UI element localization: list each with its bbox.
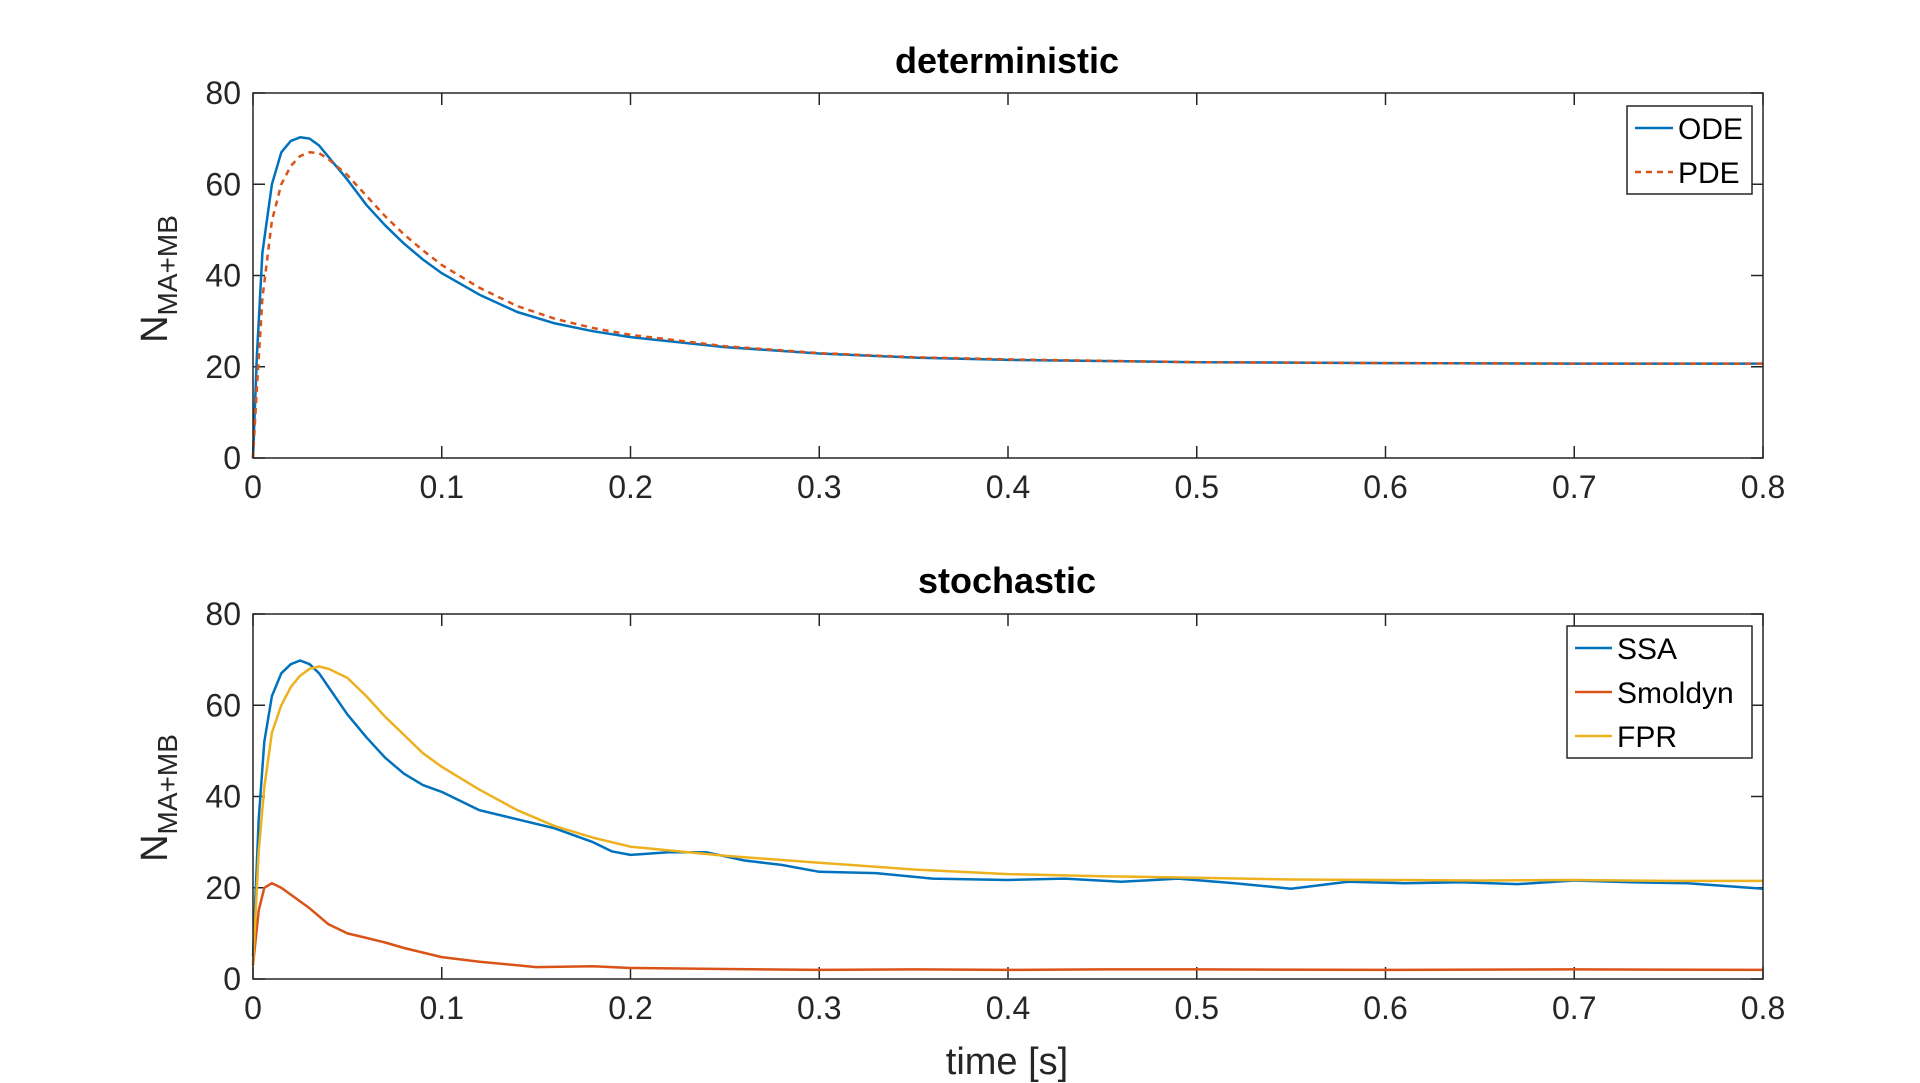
x-tick-label: 0 xyxy=(244,990,262,1026)
y-tick-label: 60 xyxy=(205,687,241,723)
y-axis-label-main: N xyxy=(134,315,176,342)
legend: SSA Smoldyn FPR xyxy=(1566,625,1753,759)
y-tick-label: 0 xyxy=(223,961,241,997)
x-tick-label: 0.5 xyxy=(1175,469,1219,505)
ticks-layer: 0 0.1 0.2 0.3 0.4 0.5 0.6 0.7 0.8 0 20 40 60 80 xyxy=(205,596,1785,1026)
y-tick-label: 40 xyxy=(205,258,241,294)
stochastic-panel: stochastic NMA+MB time [s] 0 0.1 0.2 0.3 0.4… xyxy=(134,560,1785,1083)
x-tick-label: 0.3 xyxy=(797,990,841,1026)
y-axis-label-main: N xyxy=(134,834,176,861)
y-tick-label: 20 xyxy=(205,349,241,385)
axes-box xyxy=(252,92,1764,459)
x-tick-label: 0.3 xyxy=(797,469,841,505)
y-axis-label: NMA+MB xyxy=(134,734,183,862)
y-axis-label-subscript: MA+MB xyxy=(152,734,183,834)
x-tick-label: 0.5 xyxy=(1175,990,1219,1026)
y-tick-label: 80 xyxy=(205,75,241,111)
x-tick-label: 0.6 xyxy=(1363,990,1407,1026)
x-tick-label: 0.8 xyxy=(1741,469,1785,505)
x-tick-label: 0.7 xyxy=(1552,469,1596,505)
y-tick-label: 40 xyxy=(205,779,241,815)
lines-layer xyxy=(251,659,1764,972)
series-line-ssa xyxy=(251,659,1764,957)
lines-layer xyxy=(251,136,1763,459)
y-tick-label: 80 xyxy=(205,596,241,632)
series-line-pde xyxy=(251,151,1763,459)
x-tick-label: 0.4 xyxy=(986,990,1030,1026)
x-tick-label: 0.6 xyxy=(1363,469,1407,505)
legend-label-ode: ODE xyxy=(1678,113,1743,146)
y-tick-label: 0 xyxy=(223,440,241,476)
x-tick-label: 0.2 xyxy=(608,990,652,1026)
x-tick-label: 0.1 xyxy=(420,469,464,505)
legend-label-fpr: FPR xyxy=(1617,721,1677,754)
x-tick-label: 0 xyxy=(244,469,262,505)
deterministic-panel: deterministic NMA+MB 0 0.1 0.2 0.3 0.4 0.5 0.6… xyxy=(134,40,1785,505)
y-tick-label: 20 xyxy=(205,870,241,906)
x-tick-label: 0.1 xyxy=(420,990,464,1026)
y-axis-label-subscript: MA+MB xyxy=(152,215,183,315)
legend-label-smoldyn: Smoldyn xyxy=(1617,677,1734,710)
y-tick-label: 60 xyxy=(205,166,241,202)
legend: ODE PDE xyxy=(1626,105,1753,195)
y-axis-label: NMA+MB xyxy=(134,215,183,343)
x-axis-label: time [s] xyxy=(946,1041,1068,1083)
chart-title: deterministic xyxy=(895,40,1119,81)
series-line-fpr xyxy=(251,665,1763,966)
series-line-smoldyn xyxy=(251,881,1764,972)
chart-title: stochastic xyxy=(918,560,1096,601)
x-tick-label: 0.2 xyxy=(608,469,652,505)
legend-label-ssa: SSA xyxy=(1617,633,1677,666)
x-tick-label: 0.4 xyxy=(986,469,1030,505)
x-tick-label: 0.7 xyxy=(1552,990,1596,1026)
x-tick-label: 0.8 xyxy=(1741,990,1785,1026)
ticks-layer: 0 0.1 0.2 0.3 0.4 0.5 0.6 0.7 0.8 0 20 40 60 80 xyxy=(205,75,1785,505)
legend-label-pde: PDE xyxy=(1678,157,1740,190)
axes-box xyxy=(252,613,1764,980)
legend-box xyxy=(1626,105,1753,195)
